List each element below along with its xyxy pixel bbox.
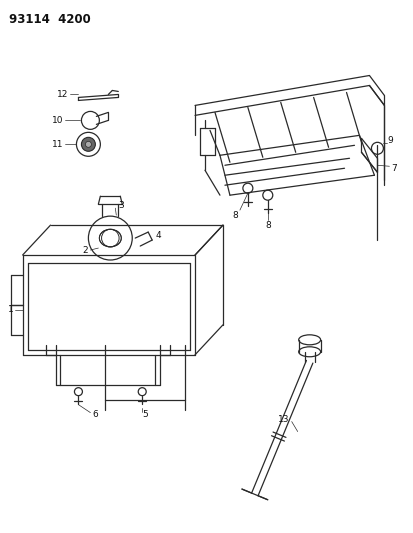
Text: 10: 10 — [52, 116, 63, 125]
Text: 4: 4 — [155, 231, 160, 239]
Text: 93114  4200: 93114 4200 — [9, 13, 90, 26]
Text: 1: 1 — [8, 305, 14, 314]
Text: 8: 8 — [264, 221, 270, 230]
Circle shape — [85, 141, 91, 147]
Text: 8: 8 — [231, 211, 237, 220]
Text: 3: 3 — [118, 200, 124, 209]
Text: 11: 11 — [52, 140, 63, 149]
Text: 6: 6 — [92, 410, 98, 419]
Text: 12: 12 — [57, 90, 68, 99]
Circle shape — [81, 138, 95, 151]
Text: 7: 7 — [390, 164, 396, 173]
Text: 2: 2 — [83, 246, 88, 255]
Text: 13: 13 — [278, 415, 289, 424]
Text: 9: 9 — [387, 136, 392, 145]
Text: 5: 5 — [142, 410, 148, 419]
